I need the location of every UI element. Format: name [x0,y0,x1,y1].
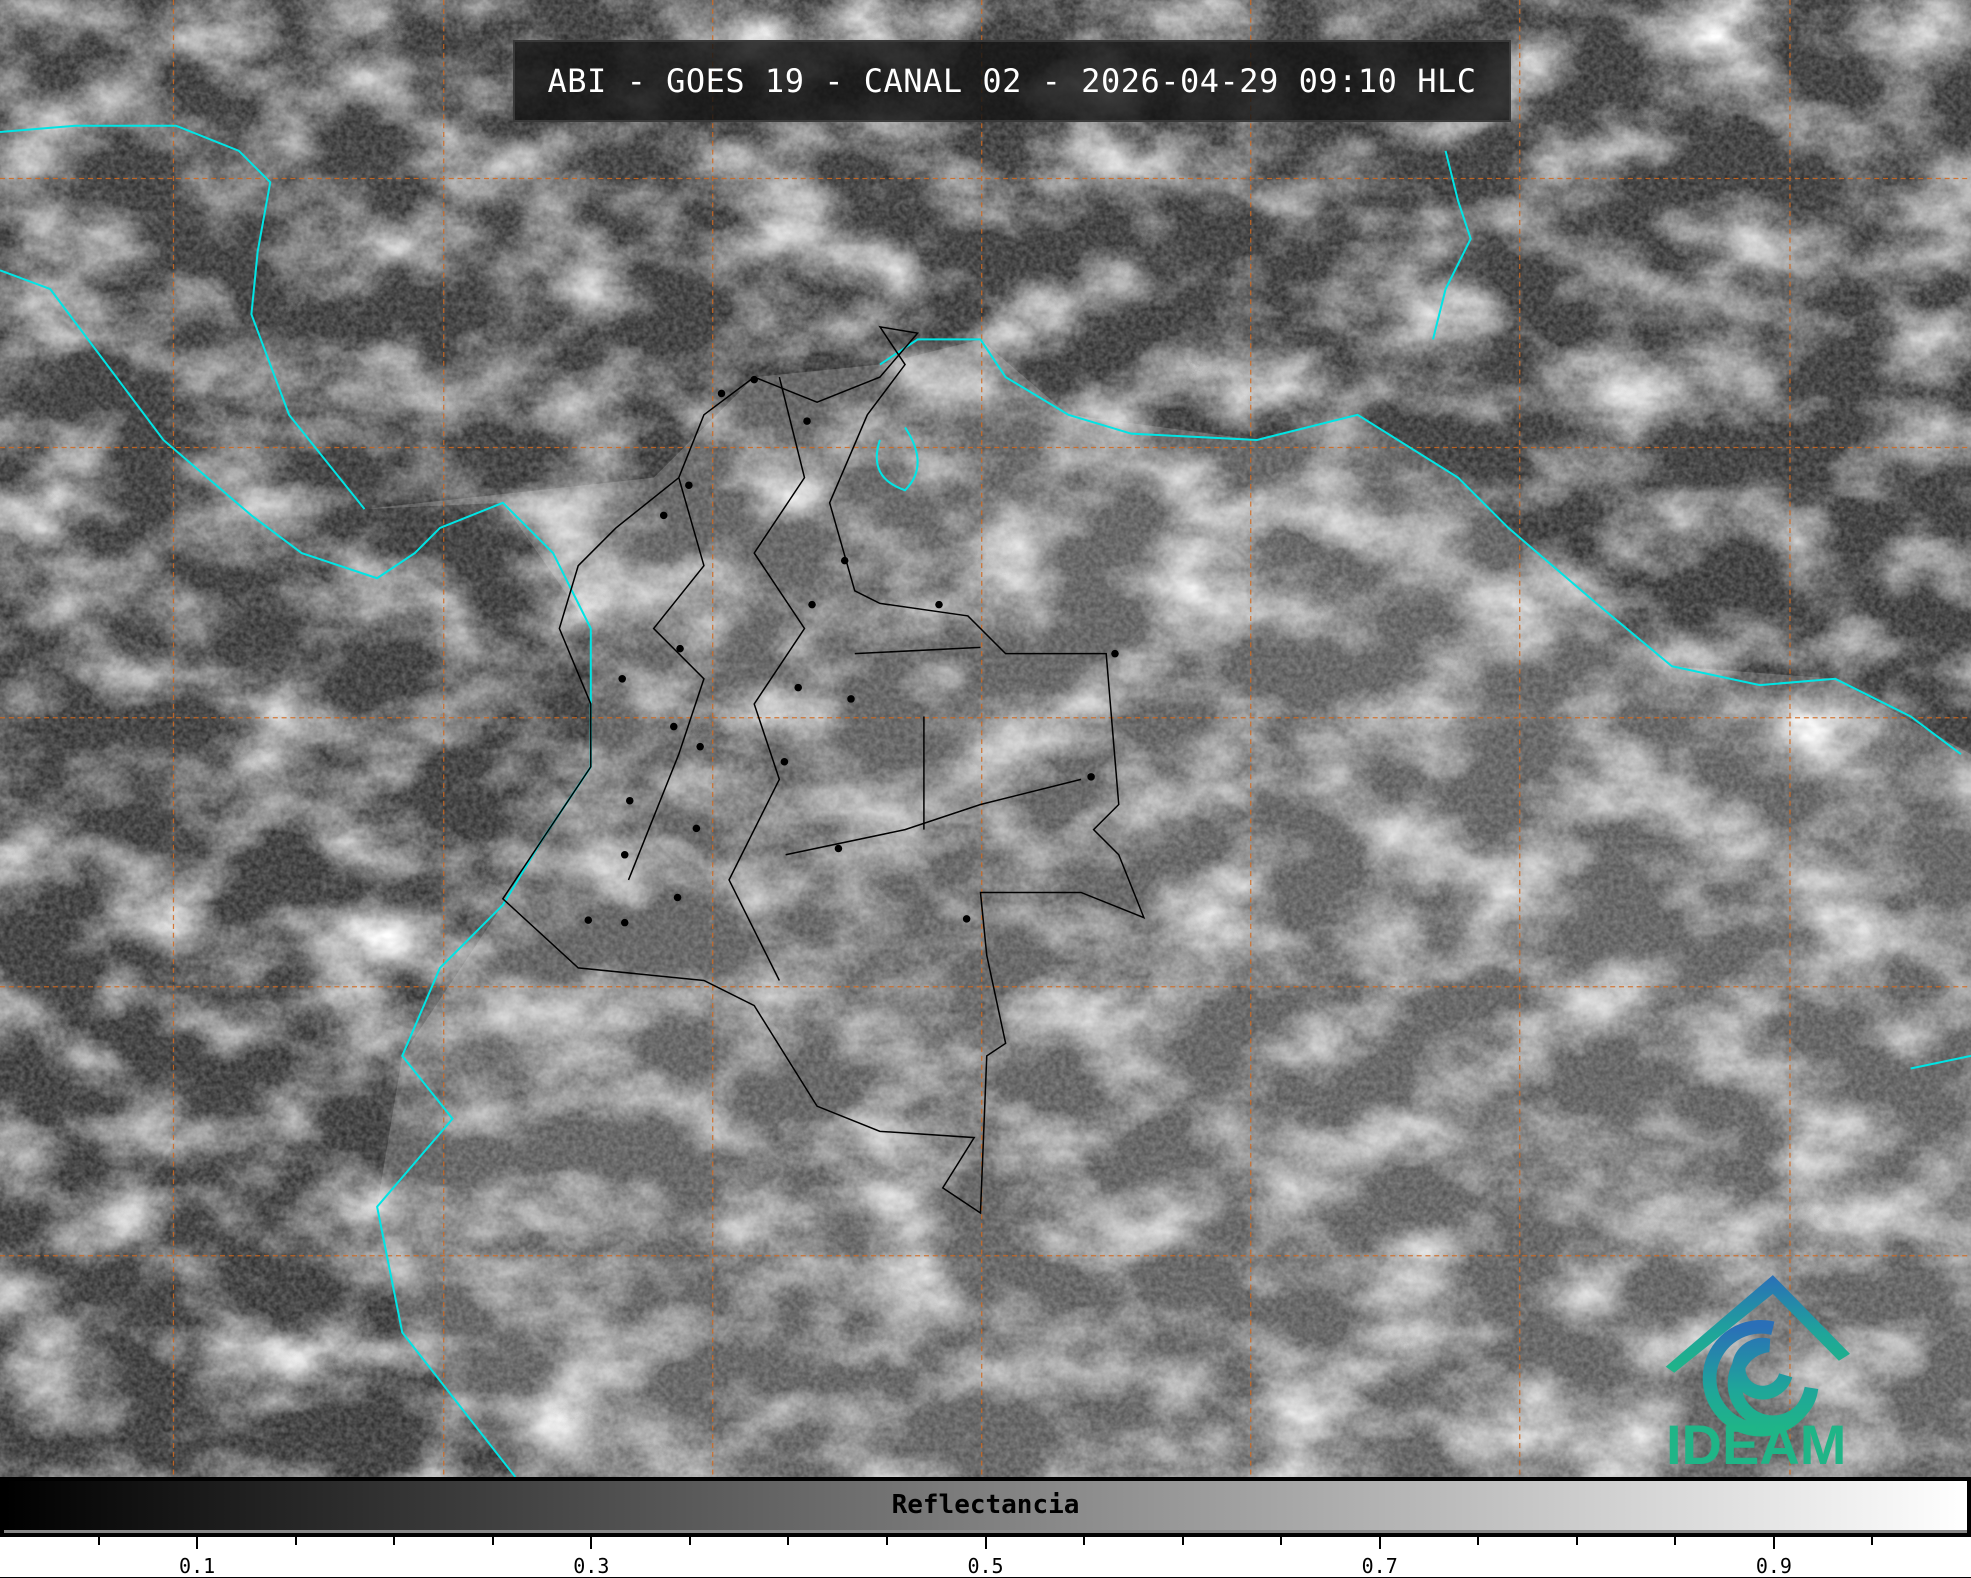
cloud-layer [0,0,1971,1477]
colorbar-minor-tick [688,1537,691,1545]
colorbar-minor-tick [1871,1537,1874,1545]
colorbar-minor-tick [1083,1537,1086,1545]
colorbar-minor-tick [1674,1537,1677,1545]
colorbar-minor-tick [1181,1537,1184,1545]
colorbar [4,1481,1967,1533]
colorbar-minor-tick [1477,1537,1480,1545]
colorbar-label: Reflectancia [891,1490,1080,1520]
colorbar-major-tick [1378,1537,1381,1549]
colorbar-tick-label: 0.1 [179,1554,216,1578]
colorbar-minor-tick [393,1537,396,1545]
graticule [0,0,1971,1477]
image-title: ABI - GOES 19 - CANAL 02 - 2026-04-29 09… [547,62,1477,100]
satellite-map [0,0,1971,1477]
colombia-borders [501,325,1146,1215]
colorbar-major-tick [590,1537,593,1549]
colorbar-major-tick [984,1537,987,1549]
logo-text: IDEAM [1666,1413,1847,1476]
colorbar-minor-tick [885,1537,888,1545]
city-markers [584,375,1119,927]
ideam-logo [1665,1275,1850,1437]
colorbar-tick-label: 0.3 [573,1554,610,1578]
colorbar-major-tick [196,1537,199,1549]
colorbar-tick-label: 0.9 [1755,1554,1792,1578]
logo-spiral-icon [1702,1319,1819,1437]
logo-roof-icon [1665,1275,1850,1373]
colorbar-minor-tick [491,1537,494,1545]
colorbar-tick-label: 0.5 [967,1554,1004,1578]
colorbar-minor-tick [294,1537,297,1545]
colorbar-minor-tick [1280,1537,1283,1545]
colorbar-minor-tick [1575,1537,1578,1545]
colorbar-axis: 0.1 0.3 0.5 0.7 0.9 [0,1537,1971,1578]
coastlines [0,124,1971,1477]
image-title-box: ABI - GOES 19 - CANAL 02 - 2026-04-29 09… [513,40,1511,122]
colorbar-major-tick [1772,1537,1775,1549]
colorbar-minor-tick [787,1537,790,1545]
colorbar-tick-label: 0.7 [1361,1554,1398,1578]
colorbar-minor-tick [97,1537,100,1545]
